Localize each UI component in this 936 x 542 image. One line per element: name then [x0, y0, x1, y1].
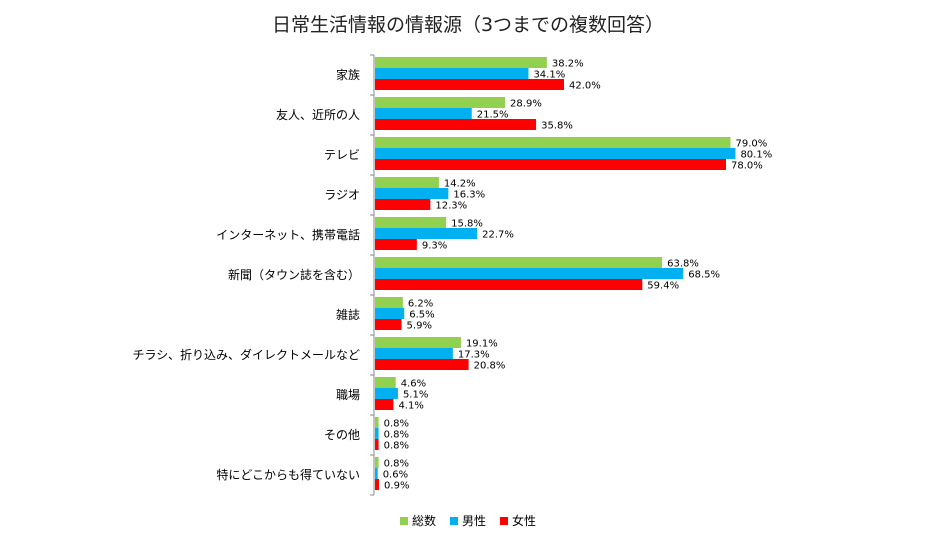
bar-女性 [375, 199, 431, 210]
bar-chart: 家族 38.2%34.1% 42.0% 友人、近所の人 28.9%21.5% 35.8% テ… [132, 54, 772, 496]
bar-男性 [375, 148, 736, 159]
data-label: 68.5% [688, 270, 720, 281]
bar-総数 [375, 137, 731, 148]
data-label: 4.1% [398, 401, 423, 412]
data-label: 22.7% [482, 230, 514, 241]
legend-label: 女性 [512, 514, 537, 528]
bar-総数 [375, 377, 396, 388]
bar-総数 [375, 57, 547, 68]
category-label: 職場 [336, 388, 360, 402]
category-label: 友人、近所の人 [276, 108, 360, 122]
bar-総数 [375, 97, 506, 108]
bar-総数 [375, 337, 461, 348]
data-label: 28.9% [510, 99, 542, 110]
data-label: 9.3% [422, 241, 447, 252]
category-label: 新聞（タウン誌を含む） [228, 267, 360, 282]
data-label: 78.0% [731, 161, 763, 172]
category-label: テレビ [324, 148, 360, 162]
bar-男性 [375, 388, 398, 399]
bar-男性 [375, 188, 449, 199]
data-label: 16.3% [453, 190, 485, 201]
bar-女性 [375, 319, 402, 330]
bar-総数 [375, 457, 379, 468]
data-label: 79.0% [736, 139, 768, 150]
bar-男性 [375, 268, 684, 279]
bar-男性 [375, 308, 405, 319]
bar-女性 [375, 119, 537, 130]
bar-総数 [375, 177, 439, 188]
data-label: 21.5% [477, 110, 509, 121]
data-label: 38.2% [552, 59, 584, 70]
legend: 総数 男性 女性 [0, 512, 936, 529]
bar-総数 [375, 417, 379, 428]
data-label: 34.1% [533, 70, 565, 81]
legend-label: 男性 [461, 514, 486, 528]
bar-女性 [375, 79, 564, 90]
data-label: 5.9% [407, 321, 432, 332]
data-label: 0.8% [384, 430, 409, 441]
bar-男性 [375, 68, 529, 79]
data-label: 63.8% [667, 259, 699, 270]
category-label: 特にどこからも得ていない [216, 467, 360, 482]
legend-item: 男性 [449, 512, 486, 529]
bar-女性 [375, 359, 469, 370]
data-label: 0.8% [384, 441, 409, 452]
data-label: 12.3% [435, 201, 467, 212]
category-label: 家族 [336, 67, 360, 82]
bar-男性 [375, 348, 453, 359]
data-label: 0.6% [383, 470, 408, 481]
data-label: 42.0% [569, 81, 601, 92]
data-label: 5.1% [403, 390, 428, 401]
category-label: チラシ、折り込み、ダイレクトメールなど [132, 347, 360, 362]
data-label: 17.3% [458, 350, 490, 361]
bar-総数 [375, 257, 663, 268]
category-label: インターネット、携帯電話 [216, 227, 360, 242]
category-label: その他 [324, 428, 360, 442]
category-label: 雑誌 [336, 307, 360, 322]
bar-男性 [375, 228, 478, 239]
bar-女性 [375, 399, 394, 410]
bar-女性 [375, 239, 417, 250]
data-label: 20.8% [474, 361, 506, 372]
bar-男性 [375, 108, 472, 119]
data-label: 6.5% [409, 310, 434, 321]
data-label: 15.8% [451, 219, 483, 230]
legend-label: 総数 [411, 514, 436, 528]
data-label: 0.8% [384, 459, 409, 470]
legend-item: 女性 [500, 512, 536, 529]
bar-女性 [375, 439, 379, 450]
data-label: 4.6% [401, 379, 426, 390]
legend-swatch [399, 516, 408, 525]
data-label: 14.2% [444, 179, 476, 190]
data-label: 19.1% [466, 339, 498, 350]
legend-swatch [449, 516, 458, 525]
bar-男性 [375, 468, 378, 479]
bar-男性 [375, 428, 379, 439]
bar-総数 [375, 217, 447, 228]
category-label: ラジオ [324, 188, 360, 202]
data-label: 0.8% [384, 419, 409, 430]
data-label: 6.2% [408, 299, 433, 310]
data-label: 80.1% [740, 150, 772, 161]
legend-swatch [500, 516, 508, 525]
bar-総数 [375, 297, 403, 308]
data-label: 35.8% [541, 121, 573, 132]
bar-女性 [375, 479, 380, 490]
bar-女性 [375, 279, 643, 290]
legend-item: 総数 [399, 512, 436, 529]
data-label: 0.9% [384, 481, 409, 492]
data-label: 59.4% [647, 281, 679, 292]
chart-title: 日常生活情報の情報源（3つまでの複数回答） [271, 14, 665, 36]
bar-女性 [375, 159, 726, 170]
